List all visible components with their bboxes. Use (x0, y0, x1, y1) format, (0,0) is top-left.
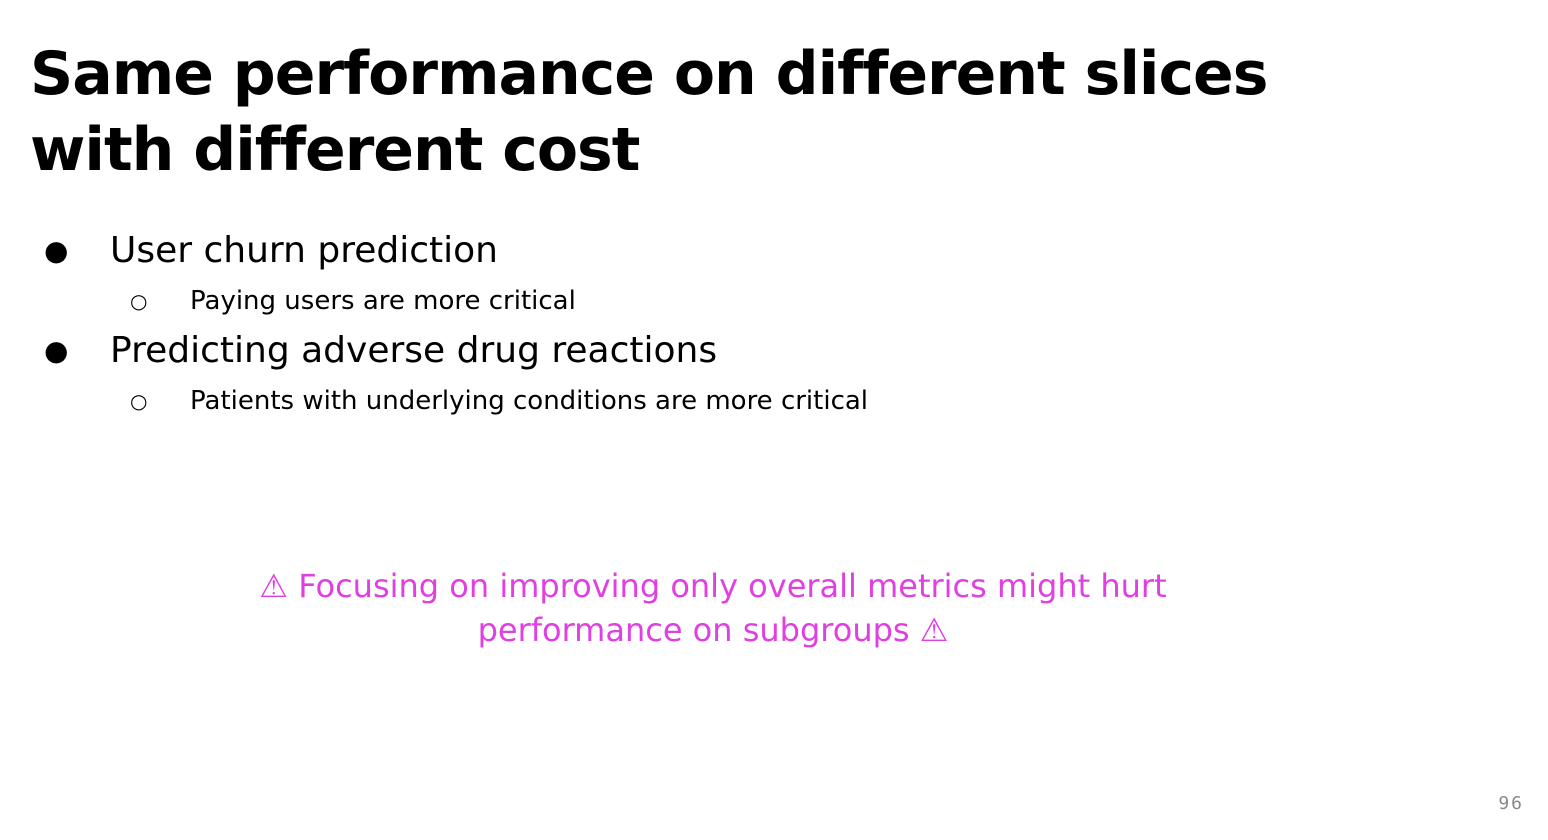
bullet-item: ● User churn prediction (0, 224, 1400, 278)
bullet-text: User churn prediction (110, 230, 498, 271)
bullet-marker: ● (44, 234, 69, 267)
sub-bullet-item: ○ Patients with underlying conditions ar… (0, 378, 1400, 424)
sub-bullet-marker: ○ (130, 389, 148, 413)
sub-bullet-text: Paying users are more critical (190, 286, 576, 316)
sub-bullet-marker: ○ (130, 289, 148, 313)
slide-title: Same performance on different slices wit… (30, 39, 1268, 185)
bullet-marker: ● (44, 334, 69, 367)
sub-bullet-item: ○ Paying users are more critical (0, 278, 1400, 324)
page-number: 96 (1498, 793, 1524, 814)
bullet-text: Predicting adverse drug reactions (110, 330, 718, 371)
bullet-item: ● Predicting adverse drug reactions (0, 324, 1400, 378)
bullet-list: ● User churn prediction ○ Paying users a… (0, 224, 1400, 424)
warning-callout: ⚠ Focusing on improving only overall met… (259, 567, 1167, 649)
sub-bullet-text: Patients with underlying conditions are … (190, 386, 869, 416)
